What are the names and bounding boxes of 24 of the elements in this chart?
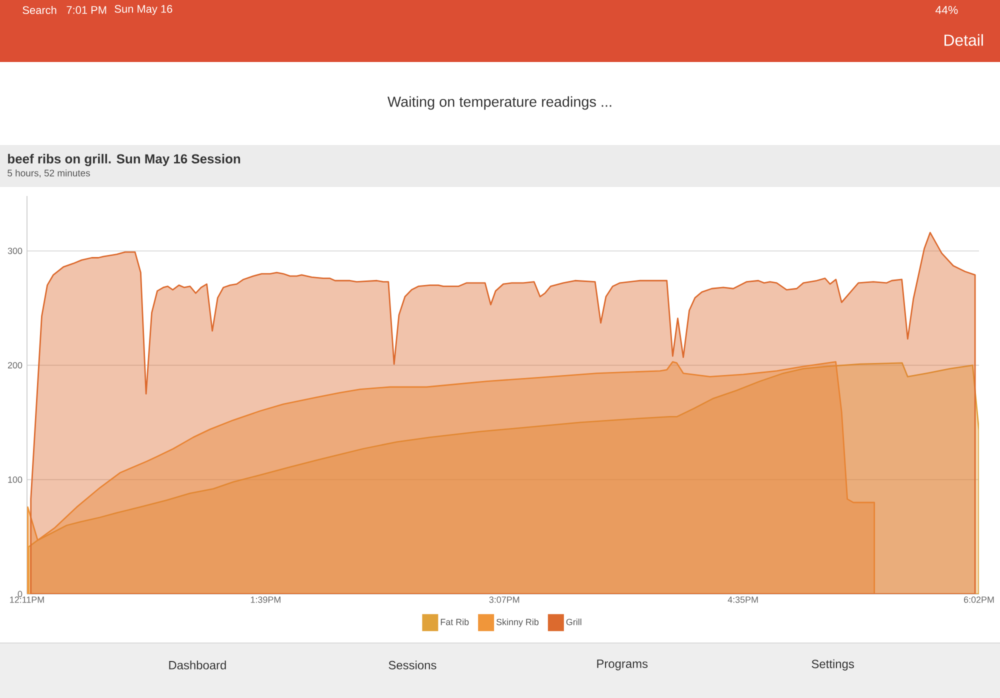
chart-subtitle: 5 hours, 52 minutes bbox=[8, 169, 90, 178]
y-tick-label: 300 bbox=[8, 248, 22, 254]
text: Dashboard bbox=[169, 660, 226, 670]
chart-title: beef ribs on grill. Sun May 16 Session bbox=[8, 154, 240, 166]
y-tick-label: 0 bbox=[18, 590, 22, 598]
text: Waiting on temperature readings ... bbox=[388, 96, 612, 110]
legend-label: Fat Rib bbox=[440, 618, 469, 626]
text: Sun May 16 bbox=[114, 5, 172, 15]
y-tick-label: 100 bbox=[8, 476, 22, 483]
text: Detail bbox=[944, 34, 983, 46]
text: 7:01 PM bbox=[66, 6, 106, 14]
legend-label: Grill bbox=[566, 618, 582, 626]
x-tick-label: 1:39PM bbox=[250, 596, 280, 603]
y-tick-label: 200 bbox=[8, 362, 22, 368]
text: Search bbox=[22, 6, 56, 14]
x-tick-label: 4:35PM bbox=[728, 596, 758, 603]
text: Sessions bbox=[388, 660, 436, 670]
x-tick-label: 6:02PM bbox=[964, 596, 994, 603]
text: 44% bbox=[935, 6, 958, 14]
legend-label: Skinny Rib bbox=[496, 618, 539, 627]
x-tick-label: 12:11PM bbox=[10, 596, 44, 603]
x-tick-label: 3:07PM bbox=[489, 596, 520, 603]
text: Settings bbox=[812, 659, 854, 671]
text: Programs bbox=[597, 660, 648, 670]
